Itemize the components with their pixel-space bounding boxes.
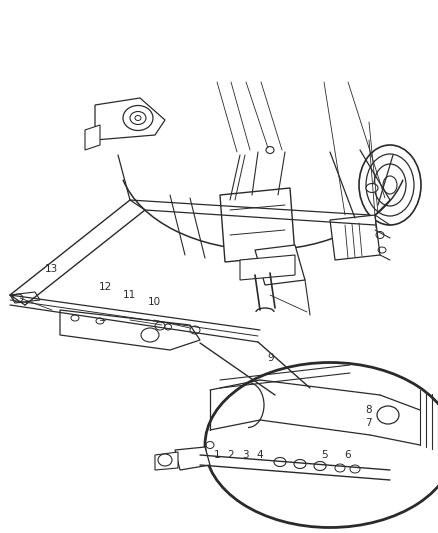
Polygon shape: [175, 447, 210, 470]
Text: 12: 12: [99, 282, 112, 292]
Ellipse shape: [374, 164, 406, 206]
Text: 9: 9: [267, 353, 274, 363]
Text: 3: 3: [242, 450, 249, 459]
Ellipse shape: [294, 459, 306, 469]
Ellipse shape: [366, 154, 414, 216]
Polygon shape: [95, 98, 165, 140]
Ellipse shape: [274, 457, 286, 466]
Ellipse shape: [335, 464, 345, 472]
Polygon shape: [255, 245, 305, 285]
Polygon shape: [10, 292, 40, 303]
Polygon shape: [330, 215, 380, 260]
Polygon shape: [155, 452, 178, 470]
Polygon shape: [85, 125, 100, 150]
Text: 11: 11: [123, 290, 136, 300]
Ellipse shape: [350, 465, 360, 473]
Text: 6: 6: [344, 450, 351, 459]
Polygon shape: [60, 310, 200, 350]
Ellipse shape: [383, 176, 397, 194]
Text: 10: 10: [148, 297, 161, 307]
Text: 2: 2: [227, 450, 234, 459]
Ellipse shape: [359, 145, 421, 225]
Text: 7: 7: [365, 418, 372, 427]
Ellipse shape: [158, 454, 172, 466]
Ellipse shape: [314, 462, 326, 471]
Text: 5: 5: [321, 450, 328, 459]
Text: 8: 8: [365, 406, 372, 415]
Text: 4: 4: [257, 450, 264, 459]
Ellipse shape: [205, 362, 438, 528]
Ellipse shape: [366, 183, 378, 192]
Ellipse shape: [123, 106, 153, 131]
Text: 13: 13: [45, 264, 58, 274]
Text: 1: 1: [214, 450, 221, 459]
Polygon shape: [220, 188, 295, 262]
Polygon shape: [240, 255, 295, 280]
